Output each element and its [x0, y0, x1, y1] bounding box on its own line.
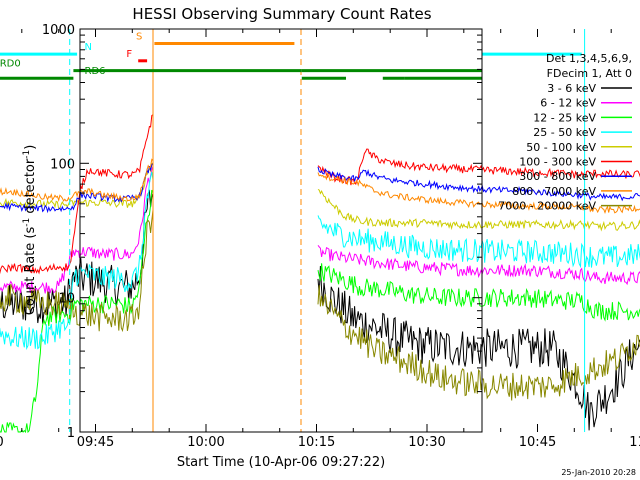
- series-line-1-1: [317, 245, 640, 286]
- series-line-7-1: [317, 172, 640, 214]
- x-tick-label-4: 10:30: [408, 435, 445, 450]
- series-line-2-1: [317, 263, 640, 322]
- legend-header-1: Det 1,3,4,5,6,9,: [546, 52, 632, 65]
- flag-label-rd0: RD0: [0, 59, 21, 70]
- series-line-3-1: [317, 215, 640, 269]
- series-line-8-1: [317, 285, 640, 401]
- legend: Det 1,3,4,5,6,9, FDecim 1, Att 0 3 - 6 k…: [498, 52, 632, 213]
- legend-label-7: 800 - 7000 keV: [512, 185, 596, 198]
- legend-label-2: 12 - 25 keV: [533, 111, 596, 124]
- y-tick-label-1: 10: [58, 292, 75, 307]
- y-tick-label-2: 100: [50, 157, 75, 172]
- series-line-3-0: [0, 171, 154, 351]
- series-12-25keV: [0, 189, 640, 434]
- y-axis-label: Count Rate (s-1 detector-1): [22, 145, 38, 316]
- axis-ticks: 09:30 09:45 10:00 10:15 10:30 10:45 11:00 1 10 10…: [0, 23, 640, 450]
- legend-label-4: 50 - 100 keV: [526, 141, 596, 154]
- x-axis-label: Start Time (10-Apr-06 09:27:22): [177, 455, 385, 470]
- series-line-6-1: [317, 166, 640, 202]
- x-tick-label-6: 11:00: [629, 435, 640, 450]
- series-line-4-1: [317, 188, 640, 232]
- flag-label-s: S: [136, 32, 142, 43]
- series-line-8-0: [0, 209, 154, 333]
- series-line-5-0: [0, 114, 154, 275]
- x-tick-label-5: 10:45: [519, 435, 556, 450]
- series-line-7-0: [0, 158, 154, 203]
- series-line-0-1: [317, 265, 640, 431]
- flag-label-n: N: [85, 42, 92, 53]
- legend-label-3: 25 - 50 keV: [533, 126, 596, 139]
- legend-label-5: 100 - 300 keV: [519, 156, 596, 169]
- legend-label-1: 6 - 12 keV: [540, 97, 596, 110]
- series-line-2-0: [0, 189, 154, 434]
- y-tick-label-0: 1: [67, 426, 75, 441]
- legend-header-2: FDecim 1, Att 0: [547, 67, 632, 80]
- plot-frame: [79, 28, 483, 433]
- x-tick-label-2: 10:00: [187, 435, 224, 450]
- series-800-7000keV: [0, 158, 640, 214]
- legend-label-0: 3 - 6 keV: [547, 82, 596, 95]
- y-tick-label-3: 1000: [42, 23, 75, 38]
- series-7000-20000keV: [0, 209, 640, 401]
- legend-label-6: 300 - 800 keV: [519, 170, 596, 183]
- chart-title: HESSI Observing Summary Count Rates: [132, 5, 431, 23]
- x-tick-label-0: 09:30: [0, 435, 4, 450]
- plot-area: N SF RD0 RD6: [0, 29, 640, 434]
- legend-label-8: 7000 - 20000 keV: [498, 200, 596, 213]
- footer-timestamp: 25-Jan-2010 20:28: [561, 468, 636, 477]
- series-line-1-0: [0, 166, 154, 295]
- x-tick-label-3: 10:15: [298, 435, 335, 450]
- series-100-300keV: [0, 114, 640, 275]
- series-line-5-1: [317, 148, 640, 186]
- flag-label-f: F: [126, 49, 132, 60]
- flag-label-rd6: RD6: [85, 66, 106, 77]
- x-tick-label-1: 09:45: [77, 435, 114, 450]
- series-25-50keV: [0, 171, 640, 351]
- series-6-12keV: [0, 166, 640, 295]
